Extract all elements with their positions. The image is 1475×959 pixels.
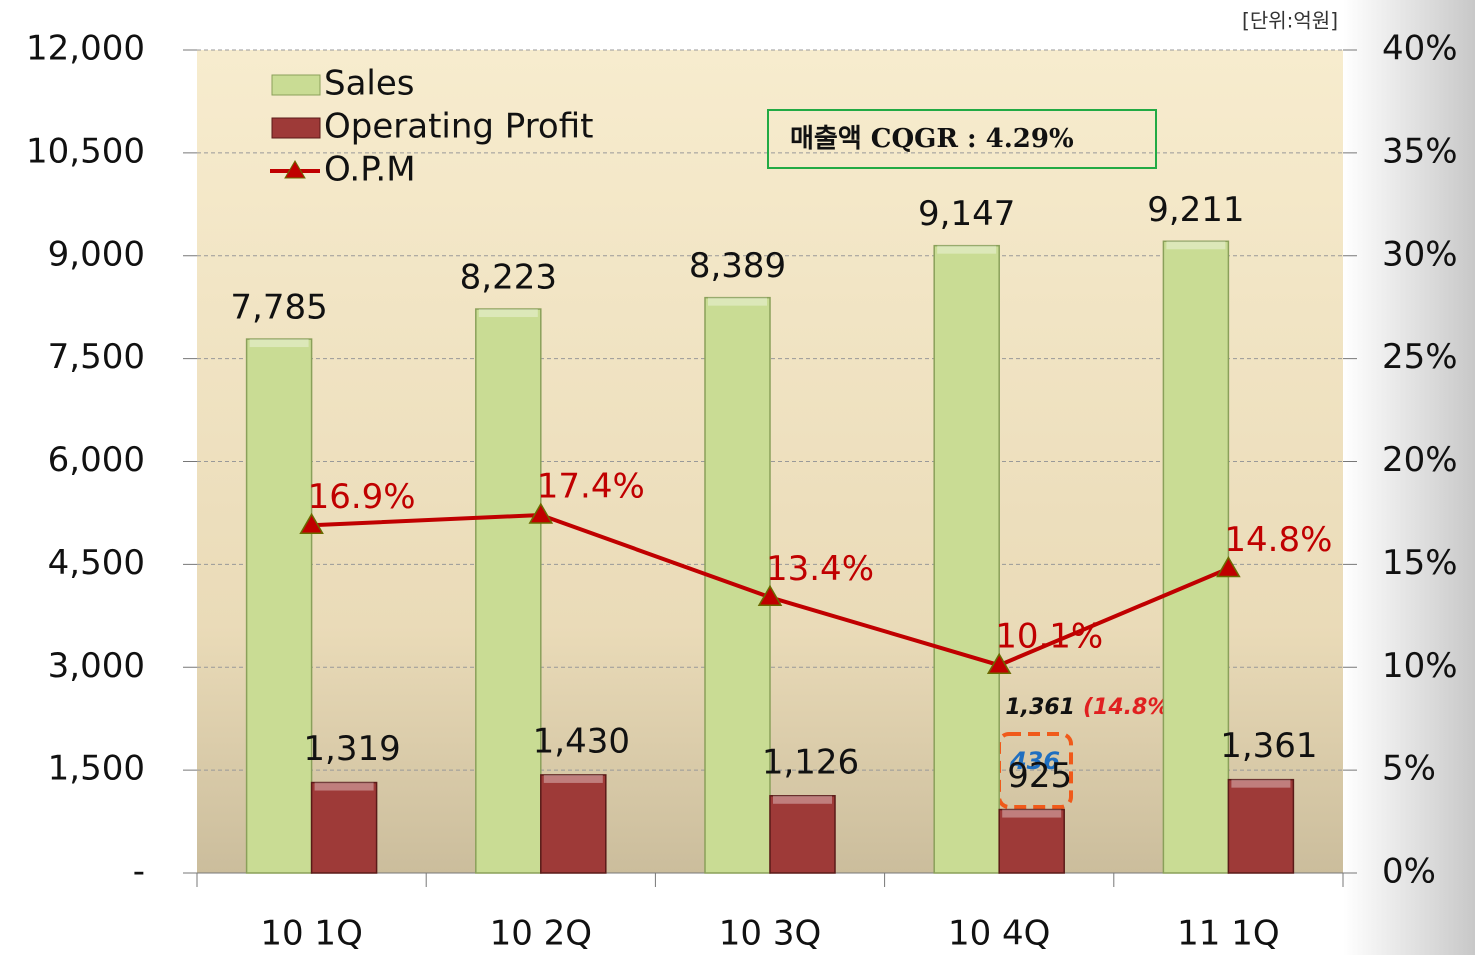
value-label: 13.4%	[766, 549, 874, 589]
adjusted-note: 436	[1009, 747, 1060, 775]
legend-label: O.P.M	[324, 150, 416, 190]
y2-tick-label: 35%	[1382, 131, 1458, 171]
value-label: 14.8%	[1224, 520, 1332, 560]
legend-label: Operating Profit	[324, 107, 593, 147]
y-tick-label: 4,500	[48, 543, 145, 583]
bar-cap	[1231, 779, 1291, 788]
y-tick-label: 10,500	[26, 131, 145, 171]
alt-profit: 1,361	[1005, 695, 1075, 720]
x-tick-label: 10 4Q	[948, 914, 1050, 954]
bar	[540, 774, 607, 874]
y-tick-label: 1,500	[48, 749, 145, 789]
background	[1343, 0, 1475, 955]
y2-tick-label: 20%	[1382, 440, 1458, 480]
bar	[933, 244, 1000, 874]
value-label: 7,785	[230, 288, 327, 328]
value-label: 1,126	[762, 742, 859, 782]
y2-tick-label: 30%	[1382, 234, 1458, 274]
bar-cap	[708, 297, 767, 306]
value-label: 8,223	[460, 258, 557, 298]
y2-tick-label: 15%	[1382, 543, 1458, 583]
y2-tick-label: 5%	[1382, 749, 1436, 789]
bar	[1162, 240, 1230, 874]
marker	[757, 584, 783, 607]
bar	[310, 781, 378, 874]
y-tick-label: 6,000	[48, 440, 145, 480]
x-tick-label: 11 1Q	[1177, 914, 1279, 954]
value-label: 925	[1007, 756, 1072, 796]
y-tick-label: -	[133, 852, 145, 892]
value-label: 8,389	[689, 246, 786, 286]
cagr-box	[767, 109, 1157, 169]
y-tick-label: 7,500	[48, 337, 145, 377]
bar-cap	[1002, 809, 1062, 818]
legend-marker	[284, 160, 306, 179]
value-label: 1,361	[1220, 726, 1317, 766]
y-tick-label: 9,000	[48, 234, 145, 274]
bar	[769, 795, 836, 874]
marker	[528, 502, 554, 524]
bar-cap	[249, 339, 309, 348]
x-tick-label: 10 1Q	[260, 914, 362, 954]
bar-cap	[773, 795, 832, 804]
bar	[475, 308, 542, 874]
value-label: 9,147	[918, 194, 1015, 234]
value-label: 1,430	[533, 721, 630, 761]
marker	[1216, 555, 1241, 578]
y-tick-label: 3,000	[48, 646, 145, 686]
legend-label: Sales	[324, 64, 415, 104]
bar-cap	[937, 245, 997, 254]
bar-cap	[1166, 241, 1226, 250]
y2-tick-label: 25%	[1382, 337, 1458, 377]
value-label: 17.4%	[537, 466, 645, 506]
legend-swatch	[271, 117, 321, 139]
y2-tick-label: 10%	[1382, 646, 1458, 686]
x-tick-label: 10 2Q	[490, 914, 592, 954]
cagr-note: 매출액 CQGR : 4.29%	[790, 124, 1074, 154]
bar-cap	[543, 774, 603, 783]
marker	[299, 512, 324, 535]
bar	[245, 338, 313, 874]
legend-swatch	[271, 74, 321, 96]
value-label: 1,319	[303, 729, 400, 769]
y2-tick-label: 40%	[1382, 29, 1458, 69]
bar-cap	[314, 782, 374, 791]
value-label: 9,211	[1147, 190, 1244, 230]
y-tick-label: 12,000	[26, 29, 145, 69]
value-label: 16.9%	[308, 477, 416, 517]
bar	[1227, 778, 1295, 874]
marker	[986, 652, 1012, 674]
bar	[998, 808, 1065, 874]
y2-tick-label: 0%	[1382, 852, 1436, 892]
x-tick-label: 10 3Q	[719, 914, 821, 954]
value-label: 10.1%	[995, 617, 1103, 657]
unit-note: [단위:억원]	[1242, 9, 1338, 33]
bar-cap	[478, 309, 538, 318]
